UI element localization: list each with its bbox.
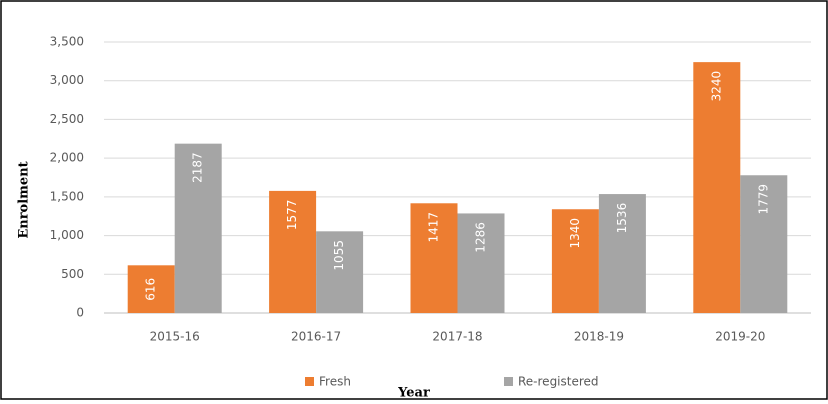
bar xyxy=(174,143,222,313)
y-tick-label: 3,000 xyxy=(50,73,84,87)
y-tick-label: 1,500 xyxy=(50,189,84,203)
data-label: 3240 xyxy=(709,71,723,102)
y-tick-label: 2,500 xyxy=(50,112,84,126)
bar xyxy=(598,194,646,313)
y-axis-label: Enrolment xyxy=(17,161,32,238)
y-tick-label: 3,500 xyxy=(50,35,84,49)
x-tick-label: 2016-17 xyxy=(291,330,341,344)
x-tick-label: 2017-18 xyxy=(432,330,482,344)
bar xyxy=(127,265,175,313)
x-tick-label: 2015-16 xyxy=(150,330,200,344)
data-label: 1286 xyxy=(474,222,488,253)
data-label: 1417 xyxy=(427,212,441,243)
legend-label: Fresh xyxy=(319,375,351,389)
bar xyxy=(693,62,741,314)
data-label: 1577 xyxy=(285,200,299,231)
legend-swatch xyxy=(305,377,314,386)
x-tick-label: 2019-20 xyxy=(715,330,765,344)
legend-label: Re-registered xyxy=(518,375,599,389)
bar xyxy=(551,209,599,313)
bar xyxy=(457,213,505,313)
bar xyxy=(410,203,458,313)
y-tick-label: 0 xyxy=(76,306,84,320)
x-tick-label: 2018-19 xyxy=(574,330,624,344)
bar xyxy=(740,175,788,313)
data-label: 616 xyxy=(144,278,158,301)
bar xyxy=(316,231,364,313)
data-label: 1340 xyxy=(568,218,582,249)
y-tick-label: 2,000 xyxy=(50,151,84,165)
x-axis-label: Year xyxy=(397,386,430,401)
legend-swatch xyxy=(504,377,513,386)
data-label: 1536 xyxy=(615,203,629,234)
bar xyxy=(269,190,317,313)
data-label: 1055 xyxy=(332,240,346,271)
data-label: 2187 xyxy=(191,152,205,183)
y-tick-label: 500 xyxy=(61,267,84,281)
data-label: 1779 xyxy=(756,184,770,215)
y-tick-label: 1,000 xyxy=(50,228,84,242)
